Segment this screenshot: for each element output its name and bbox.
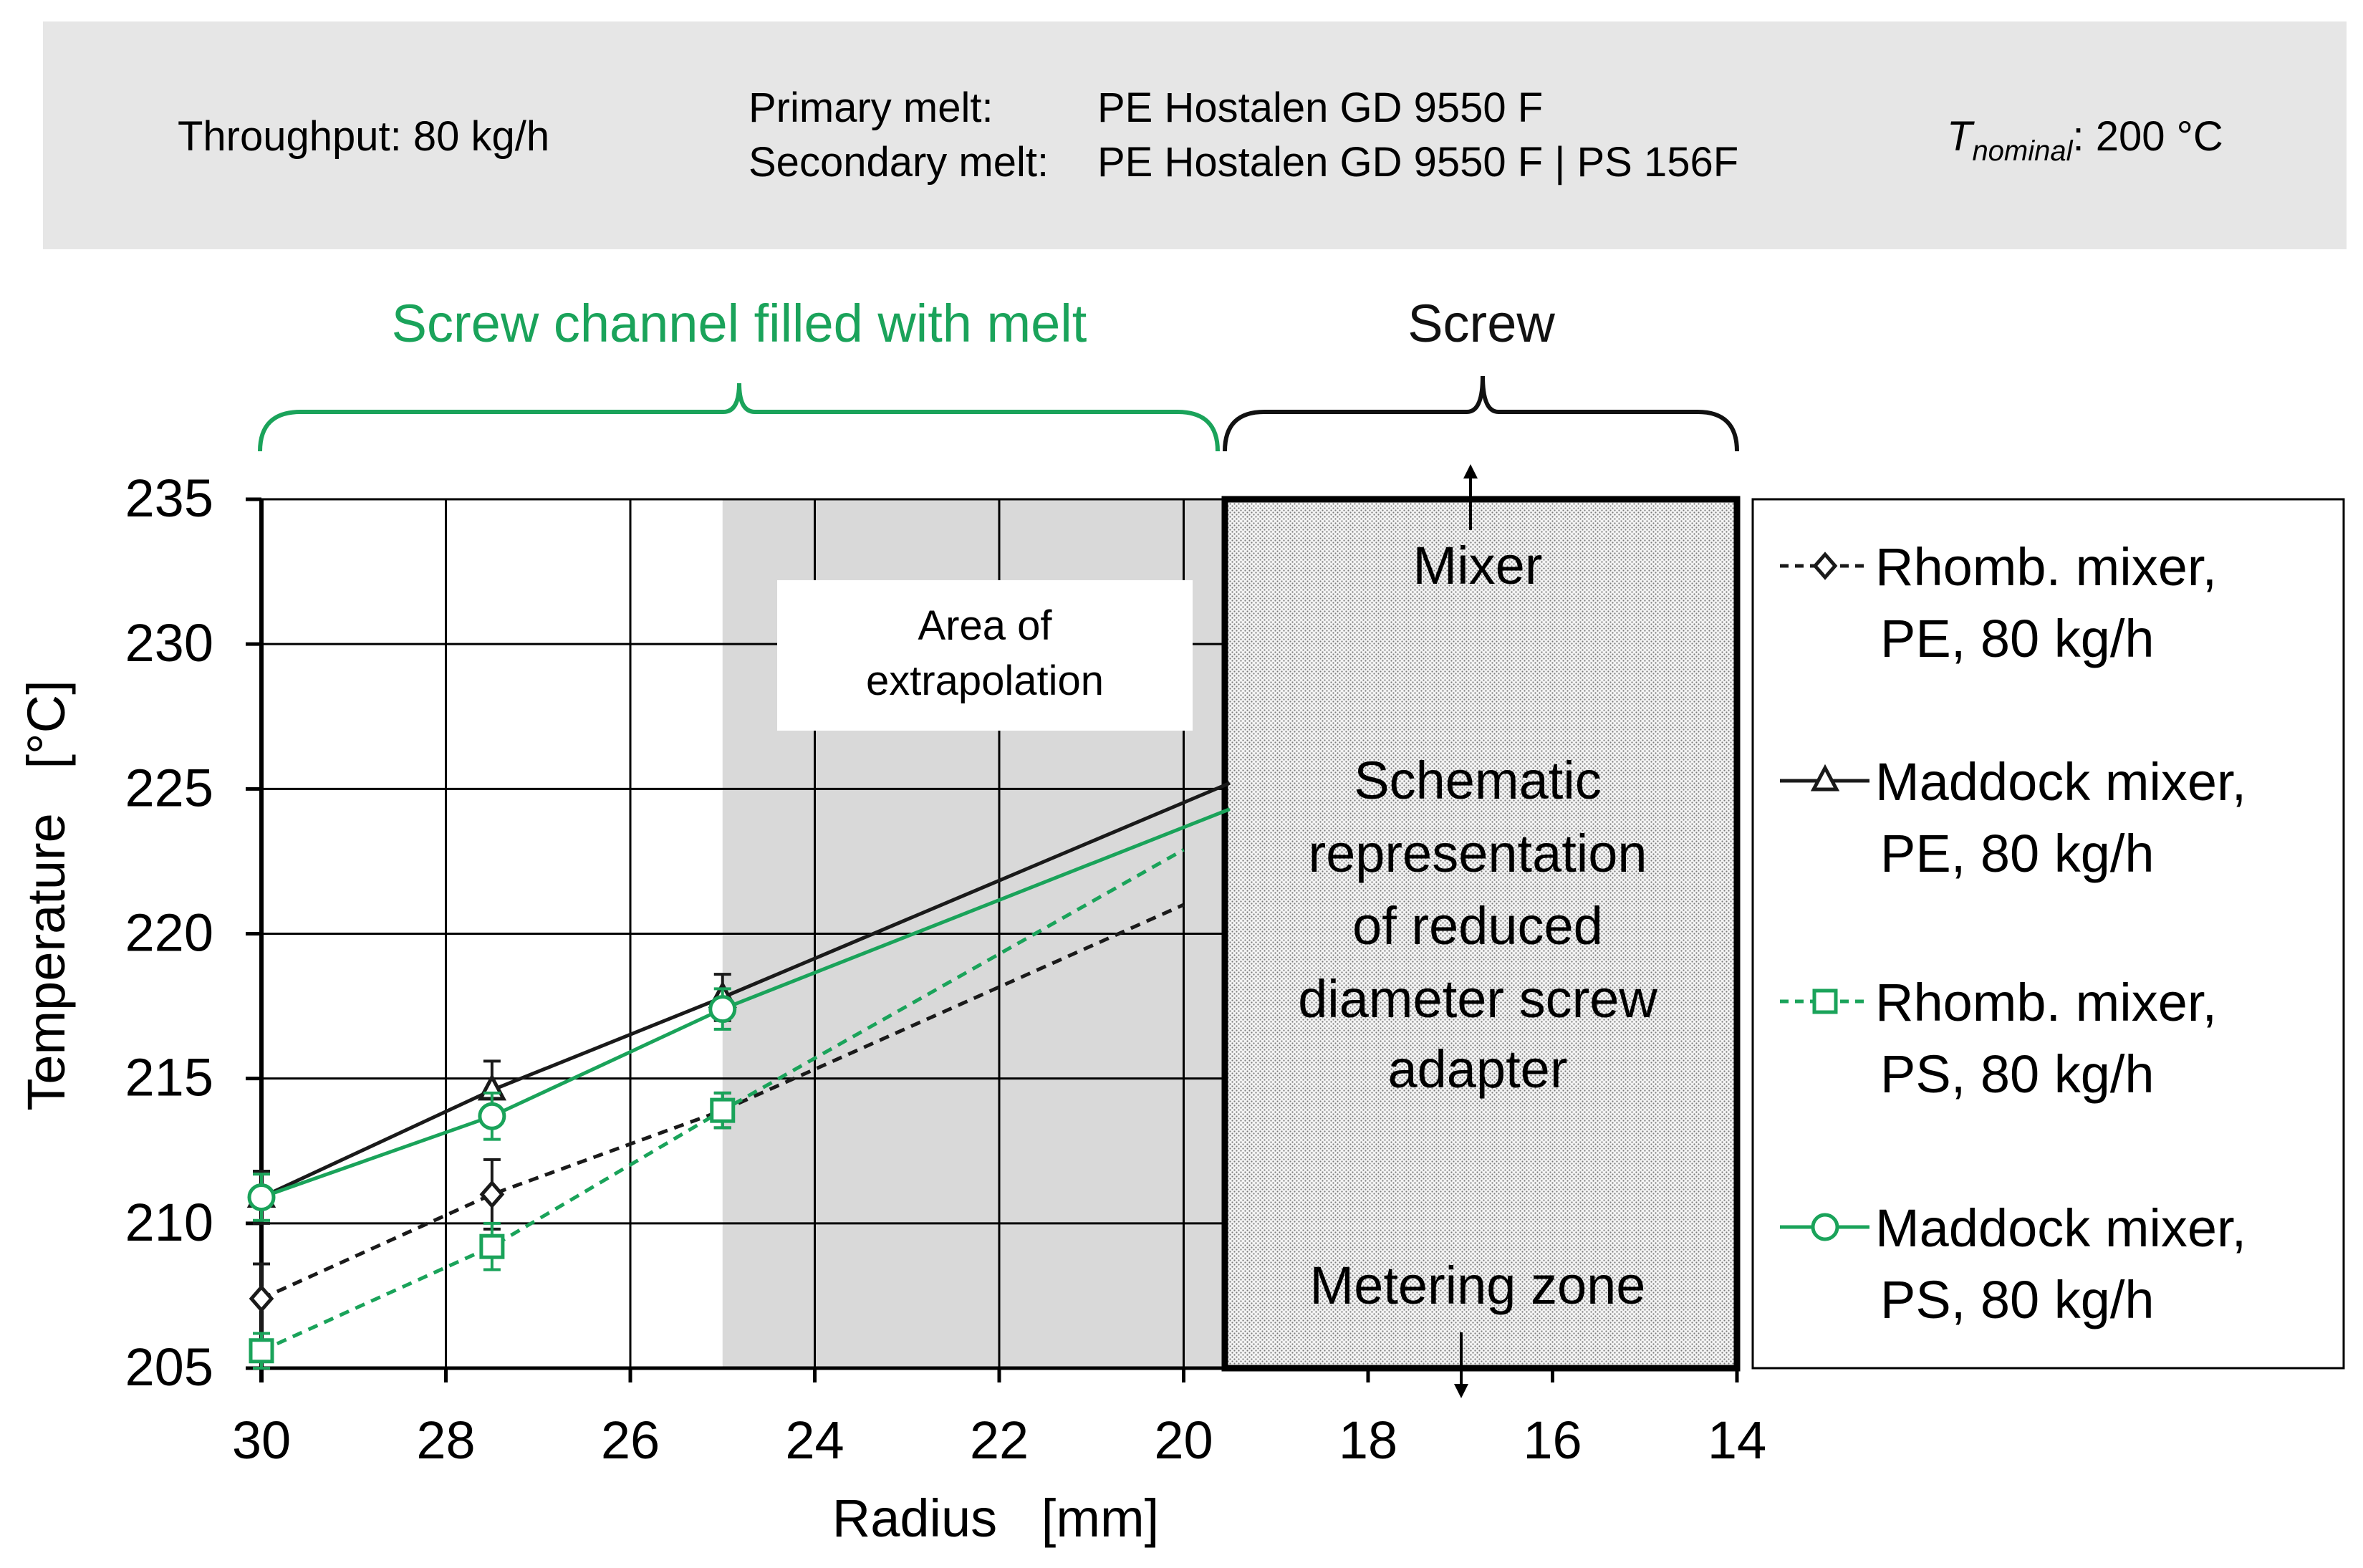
banner-background [43,21,2347,249]
screw-brace [1223,375,1739,452]
screw-adapter-schematic: Mixer Schematic representation of reduce… [1221,464,1741,1398]
legend: Rhomb. mixer, PE, 80 kg/h Maddock mixer, PE… [1751,498,2345,1370]
x-axis-title: Radius [mm] [832,1488,1159,1548]
tnominal-value: : 200 °C [2073,113,2223,160]
series-rhomb-ps [249,848,1185,1370]
legend-label: PE, 80 kg/h [1880,824,2155,883]
legend-label: PS, 80 kg/h [1880,1044,2155,1104]
y-tick-label: 205 [125,1337,213,1397]
schematic-line-5: adapter [1388,1039,1568,1099]
metering-zone-label: Metering zone [1310,1256,1646,1315]
metering-arrow-head [1454,1384,1468,1398]
y-axis-title: Temperature [°C] [16,680,76,1110]
series-line-rhomb-ps [260,848,1185,1353]
series-line-maddock-pe [260,781,1231,1199]
legend-marker [1812,552,1838,580]
legend-label: Rhomb. mixer, [1875,973,2217,1032]
y-tick-label: 220 [125,903,213,963]
secondary-melt-label: Secondary melt: [749,139,1049,186]
legend-marker [1811,1213,1839,1241]
schematic-line-4: diameter screw [1298,969,1657,1029]
legend-entry-maddock-ps: Maddock mixer, PS, 80 kg/h [1780,1198,2246,1329]
schematic-line-3: of reduced [1352,896,1603,956]
extrapolation-line2: extrapolation [866,658,1104,704]
schematic-line-1: Schematic [1354,751,1601,810]
throughput-text: Throughput: 80 kg/h [178,113,549,160]
screw-channel-label: Screw channel filled with melt [392,294,1087,353]
x-tick-label: 26 [601,1410,660,1470]
y-tick-label: 210 [125,1193,213,1252]
data-point-maddock-ps [478,1102,506,1130]
legend-label: PE, 80 kg/h [1880,609,2155,668]
extrapolation-box [777,580,1193,731]
data-point-rhomb-ps [249,1338,274,1364]
data-point-maddock-ps [708,995,737,1024]
x-tick-label: 14 [1708,1410,1766,1470]
legend-frame [1751,498,2345,1370]
y-tick-label: 235 [125,468,213,528]
legend-label: PS, 80 kg/h [1880,1270,2155,1329]
screw-label: Screw [1407,294,1555,353]
legend-entry-rhomb-pe: Rhomb. mixer, PE, 80 kg/h [1780,537,2217,668]
primary-melt-value: PE Hostalen GD 9550 F [1097,85,1543,131]
legend-marker [1810,764,1840,792]
mixer-arrow-head [1463,464,1478,478]
tnominal-subscript: nominal [1972,135,2073,167]
data-point-rhomb-pe [249,1284,274,1313]
series-line-maddock-ps [261,807,1231,1199]
screw-adapter-block [1221,496,1741,1372]
data-point-maddock-ps [247,1183,276,1211]
legend-marker [1812,989,1838,1014]
x-tick-label: 22 [970,1410,1029,1470]
legend-label: Maddock mixer, [1875,752,2246,812]
secondary-melt-value: PE Hostalen GD 9550 F | PS 156F [1097,139,1738,186]
data-point-rhomb-ps [710,1097,736,1123]
series-maddock-ps [247,807,1231,1222]
tnominal-text: Tnominal: 200 °C [1947,113,2223,167]
legend-label: Maddock mixer, [1875,1198,2246,1258]
series-layer [246,781,1231,1370]
x-tick-label: 18 [1339,1410,1397,1470]
legend-label: Rhomb. mixer, [1875,537,2217,597]
data-point-rhomb-pe [479,1180,505,1209]
x-tick-label: 30 [232,1410,291,1470]
x-tick-label: 24 [785,1410,844,1470]
legend-entry-maddock-pe: Maddock mixer, PE, 80 kg/h [1780,752,2246,883]
info-banner: Throughput: 80 kg/h Primary melt: PE Hos… [43,21,2347,249]
x-tick-label: 20 [1154,1410,1213,1470]
tnominal-symbol: T [1947,113,1975,160]
extrapolation-line1: Area of [918,602,1053,649]
mixer-label: Mixer [1413,536,1543,595]
y-tick-label: 230 [125,613,213,673]
primary-melt-label: Primary melt: [749,85,993,131]
series-rhomb-pe [249,903,1185,1335]
y-tick-label: 225 [125,758,213,817]
x-tick-label: 16 [1523,1410,1582,1470]
y-tick-label: 215 [125,1048,213,1107]
extrapolation-label-box: Area of extrapolation [777,580,1193,731]
series-line-rhomb-pe [260,903,1185,1301]
data-point-rhomb-ps [479,1233,505,1259]
screw-channel-brace [258,383,1220,452]
legend-entry-rhomb-ps: Rhomb. mixer, PS, 80 kg/h [1780,973,2217,1104]
schematic-line-2: representation [1308,824,1647,883]
x-tick-label: 28 [416,1410,475,1470]
